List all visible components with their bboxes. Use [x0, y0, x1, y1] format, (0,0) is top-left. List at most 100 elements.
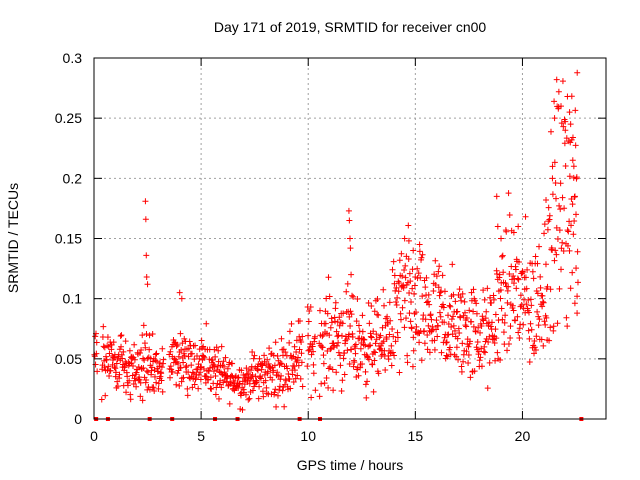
data-point [492, 357, 499, 364]
data-point [418, 357, 425, 364]
data-point [484, 385, 491, 392]
data-point [500, 329, 507, 336]
data-point [522, 213, 529, 220]
data-point [332, 299, 339, 306]
data-point [210, 368, 217, 375]
data-point [438, 349, 445, 356]
data-point [137, 379, 144, 386]
data-point [450, 322, 457, 329]
data-point [327, 363, 334, 370]
data-point [250, 355, 257, 362]
data-point [178, 347, 185, 354]
data-point [470, 323, 477, 330]
data-point [266, 345, 273, 352]
data-point [513, 285, 520, 292]
data-point [339, 320, 346, 327]
data-point-spike [416, 241, 423, 248]
data-point [472, 328, 479, 335]
data-point [158, 370, 165, 377]
data-point [427, 311, 434, 318]
data-point [476, 357, 483, 364]
data-point [272, 386, 279, 393]
data-point [290, 379, 297, 386]
data-point [270, 367, 277, 374]
data-point [372, 340, 379, 347]
data-point [531, 344, 538, 351]
data-point [522, 274, 529, 281]
data-point [171, 339, 178, 346]
data-point [188, 362, 195, 369]
data-point [185, 345, 192, 352]
data-point [99, 334, 106, 341]
data-point [510, 307, 517, 314]
data-point [526, 309, 533, 316]
data-point [348, 346, 355, 353]
data-point-spike [574, 310, 581, 317]
data-point [399, 273, 406, 280]
data-point [398, 250, 405, 257]
data-point [105, 363, 112, 370]
data-point [236, 381, 243, 388]
data-point [177, 330, 184, 337]
data-point [380, 286, 387, 293]
data-point [132, 377, 139, 384]
data-point [408, 299, 415, 306]
data-point-spike [348, 271, 355, 278]
data-point [330, 387, 337, 394]
data-point [111, 354, 118, 361]
data-point [505, 190, 512, 197]
data-point [235, 374, 242, 381]
data-point [237, 392, 244, 399]
data-point [355, 372, 362, 379]
data-point [242, 391, 249, 398]
data-point [559, 239, 566, 246]
data-point [553, 195, 559, 202]
plot-frame [93, 57, 607, 420]
data-point [188, 350, 195, 357]
data-point [299, 333, 306, 340]
y-tick-label: 0.05 [55, 351, 82, 367]
data-point [557, 206, 564, 213]
data-point [445, 312, 452, 319]
data-point [196, 355, 203, 362]
data-point [311, 333, 318, 340]
data-point [181, 352, 188, 359]
data-point [483, 308, 490, 315]
data-point [322, 320, 329, 327]
data-point [528, 326, 535, 333]
data-point [114, 383, 121, 390]
data-point [446, 302, 453, 309]
data-point [344, 347, 351, 354]
data-point [217, 377, 224, 384]
data-point [410, 334, 417, 341]
data-point [173, 381, 180, 388]
data-point [566, 218, 573, 225]
data-point [166, 351, 173, 358]
data-point [143, 331, 150, 338]
data-point [279, 387, 286, 394]
data-point-spike [567, 121, 574, 128]
data-point [525, 327, 532, 334]
data-point [551, 257, 558, 264]
data-point [159, 345, 166, 352]
data-point [517, 292, 524, 299]
data-point [294, 372, 301, 379]
data-point [430, 287, 437, 294]
data-point [155, 380, 162, 387]
data-point [372, 349, 379, 356]
data-point [299, 383, 306, 390]
x-tick-label: 0 [90, 428, 98, 444]
data-point [248, 363, 255, 370]
data-point [411, 290, 418, 297]
data-point [413, 309, 420, 316]
data-point [127, 396, 134, 403]
data-point [305, 332, 312, 339]
data-point [100, 343, 107, 350]
data-point [251, 352, 258, 359]
data-point [329, 366, 336, 373]
data-point [362, 368, 369, 375]
data-point [93, 339, 100, 346]
data-point [312, 387, 319, 394]
data-point [347, 308, 354, 315]
data-point [141, 356, 148, 363]
